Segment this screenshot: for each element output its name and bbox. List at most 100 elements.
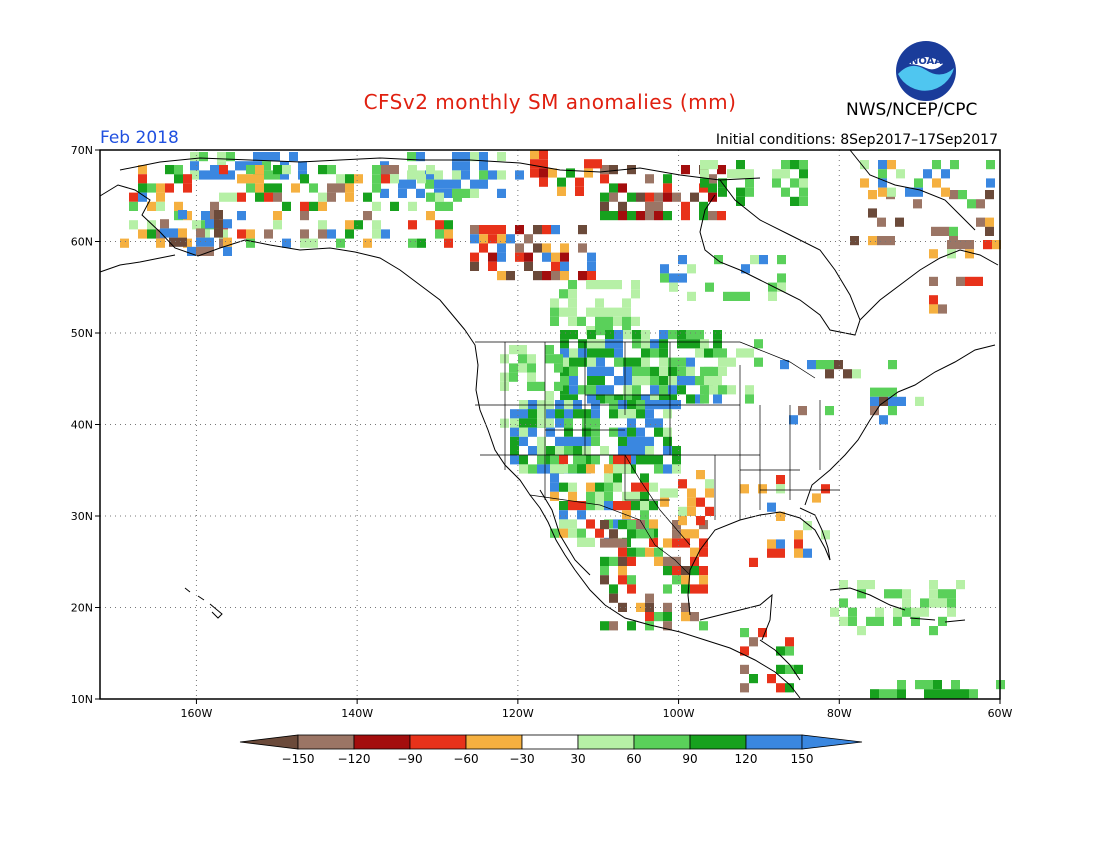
anomaly-cell xyxy=(160,219,169,229)
anomaly-cell xyxy=(618,547,627,557)
anomaly-cell xyxy=(235,161,244,171)
anomaly-cell xyxy=(627,446,636,456)
anomaly-cell xyxy=(273,183,282,193)
anomaly-cell xyxy=(790,196,799,206)
anomaly-cell xyxy=(636,446,645,456)
colorbar-bin xyxy=(297,734,355,750)
anomaly-cell xyxy=(147,201,156,211)
anomaly-cell xyxy=(640,473,649,483)
anomaly-cell xyxy=(695,330,704,340)
anomaly-cell xyxy=(924,689,933,699)
anomaly-cell xyxy=(915,680,924,690)
anomaly-cell xyxy=(967,199,976,209)
anomaly-cell xyxy=(618,538,627,548)
colorbar-bin xyxy=(353,734,411,750)
anomaly-cell xyxy=(645,612,654,622)
anomaly-cell xyxy=(550,473,559,483)
anomaly-cell xyxy=(533,243,542,253)
anomaly-cell xyxy=(524,252,533,262)
anomaly-cell xyxy=(618,211,627,221)
anomaly-cell xyxy=(569,394,578,404)
anomaly-cell xyxy=(888,360,897,370)
anomaly-cell xyxy=(618,575,627,585)
anomaly-cell xyxy=(896,169,905,179)
anomaly-cell xyxy=(271,170,280,180)
anomaly-cell xyxy=(578,348,587,358)
anomaly-cell xyxy=(663,409,672,419)
anomaly-cell xyxy=(875,607,884,617)
anomaly-cell xyxy=(929,598,938,608)
anomaly-cell xyxy=(345,183,354,193)
anomaly-cell xyxy=(781,187,790,197)
anomaly-cell xyxy=(699,538,708,548)
anomaly-cell xyxy=(622,307,631,317)
anomaly-cell xyxy=(584,168,593,178)
anomaly-cell xyxy=(895,217,904,227)
anomaly-cell xyxy=(223,237,232,247)
anomaly-cell xyxy=(767,548,776,558)
anomaly-cell xyxy=(417,174,426,184)
anomaly-cell xyxy=(897,396,906,406)
anomaly-cell xyxy=(560,339,569,349)
anomaly-cell xyxy=(852,369,861,379)
anomaly-cell xyxy=(555,409,564,419)
anomaly-cell xyxy=(622,316,631,326)
anomaly-cell xyxy=(636,436,645,446)
anomaly-cell xyxy=(794,539,803,549)
anomaly-cell xyxy=(699,575,708,585)
anomaly-cell xyxy=(848,607,857,617)
anomaly-cell xyxy=(345,220,354,230)
anomaly-cell xyxy=(560,330,569,340)
anomaly-cell xyxy=(627,400,636,410)
anomaly-cell xyxy=(690,529,699,539)
anomaly-cell xyxy=(586,519,595,529)
anomaly-cell xyxy=(537,446,546,456)
anomaly-cell xyxy=(668,357,677,367)
anomaly-cell xyxy=(758,484,767,494)
anomaly-cell xyxy=(723,291,732,301)
anomaly-cell xyxy=(595,501,604,511)
anomaly-cell xyxy=(298,161,307,171)
anomaly-cell xyxy=(223,219,232,229)
anomaly-cell xyxy=(479,243,488,253)
anomaly-cell xyxy=(932,178,941,188)
anomaly-cell xyxy=(550,298,559,308)
anomaly-cell xyxy=(479,225,488,235)
anomaly-cell xyxy=(650,339,659,349)
anomaly-cell xyxy=(605,330,614,340)
anomaly-cell xyxy=(519,427,528,437)
anomaly-cell xyxy=(887,160,896,170)
anomaly-cell xyxy=(640,491,649,501)
anomaly-cell xyxy=(631,501,640,511)
anomaly-cell xyxy=(577,537,586,547)
anomaly-cell xyxy=(886,236,895,246)
anomaly-cell xyxy=(623,385,632,395)
anomaly-cell xyxy=(609,538,618,548)
anomaly-cell xyxy=(631,280,640,290)
anomaly-cell xyxy=(681,211,690,221)
anomaly-cell xyxy=(586,280,595,290)
anomaly-cell xyxy=(884,589,893,599)
anomaly-cell xyxy=(618,556,627,566)
lat-tick-label: 30N xyxy=(71,510,93,523)
anomaly-cell xyxy=(618,446,627,456)
anomaly-cell xyxy=(381,165,390,175)
anomaly-cell xyxy=(479,152,488,162)
anomaly-cell xyxy=(789,415,798,425)
anomaly-cell xyxy=(226,152,235,162)
anomaly-cell xyxy=(690,584,699,594)
anomaly-cell xyxy=(736,187,745,197)
anomaly-cell xyxy=(767,674,776,684)
anomaly-cell xyxy=(246,229,255,239)
anomaly-cell xyxy=(510,446,519,456)
anomaly-cell xyxy=(632,330,641,340)
anomaly-cell xyxy=(768,282,777,292)
anomaly-cell xyxy=(866,616,875,626)
anomaly-cell xyxy=(564,400,573,410)
lat-tick-label: 70N xyxy=(71,144,93,157)
anomaly-cell xyxy=(663,211,672,221)
anomaly-cell xyxy=(614,339,623,349)
anomaly-cell xyxy=(627,584,636,594)
anomaly-cell xyxy=(681,165,690,175)
anomaly-cell xyxy=(794,548,803,558)
